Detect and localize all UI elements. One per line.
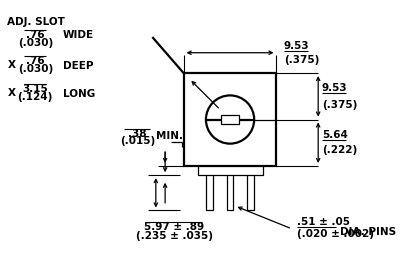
Text: (.020 ± .002): (.020 ± .002) — [297, 229, 374, 239]
Text: ADJ. SLOT: ADJ. SLOT — [8, 18, 65, 28]
Text: MIN.: MIN. — [156, 131, 183, 141]
Text: (.235 ± .035): (.235 ± .035) — [136, 231, 213, 241]
Text: .76: .76 — [26, 56, 44, 66]
Bar — [227, 166, 233, 210]
Text: LONG: LONG — [63, 89, 95, 98]
Text: 9.53: 9.53 — [284, 41, 310, 51]
Bar — [247, 166, 254, 210]
Text: 5.64: 5.64 — [322, 130, 348, 140]
Bar — [221, 115, 239, 124]
Text: DEEP: DEEP — [63, 61, 94, 71]
Text: X: X — [8, 88, 16, 98]
Text: 3.15: 3.15 — [22, 84, 48, 94]
Text: (.124): (.124) — [18, 92, 53, 102]
Text: (.030): (.030) — [18, 64, 53, 74]
Text: .38: .38 — [128, 129, 146, 139]
Text: .76: .76 — [26, 31, 44, 41]
Text: DIA. PINS: DIA. PINS — [340, 227, 396, 237]
Text: 9.53: 9.53 — [322, 83, 348, 93]
Text: (.375): (.375) — [322, 100, 357, 110]
Text: 5.97 ± .89: 5.97 ± .89 — [144, 222, 204, 232]
Text: (.222): (.222) — [322, 145, 357, 155]
Text: (.030): (.030) — [18, 38, 53, 48]
Text: (.375): (.375) — [284, 54, 319, 64]
Text: (.015): (.015) — [120, 136, 155, 146]
Text: X: X — [8, 60, 16, 70]
Bar — [206, 166, 213, 210]
Bar — [198, 166, 262, 175]
Text: WIDE: WIDE — [63, 30, 94, 40]
Bar — [184, 73, 276, 166]
Text: .51 ± .05: .51 ± .05 — [297, 217, 350, 227]
